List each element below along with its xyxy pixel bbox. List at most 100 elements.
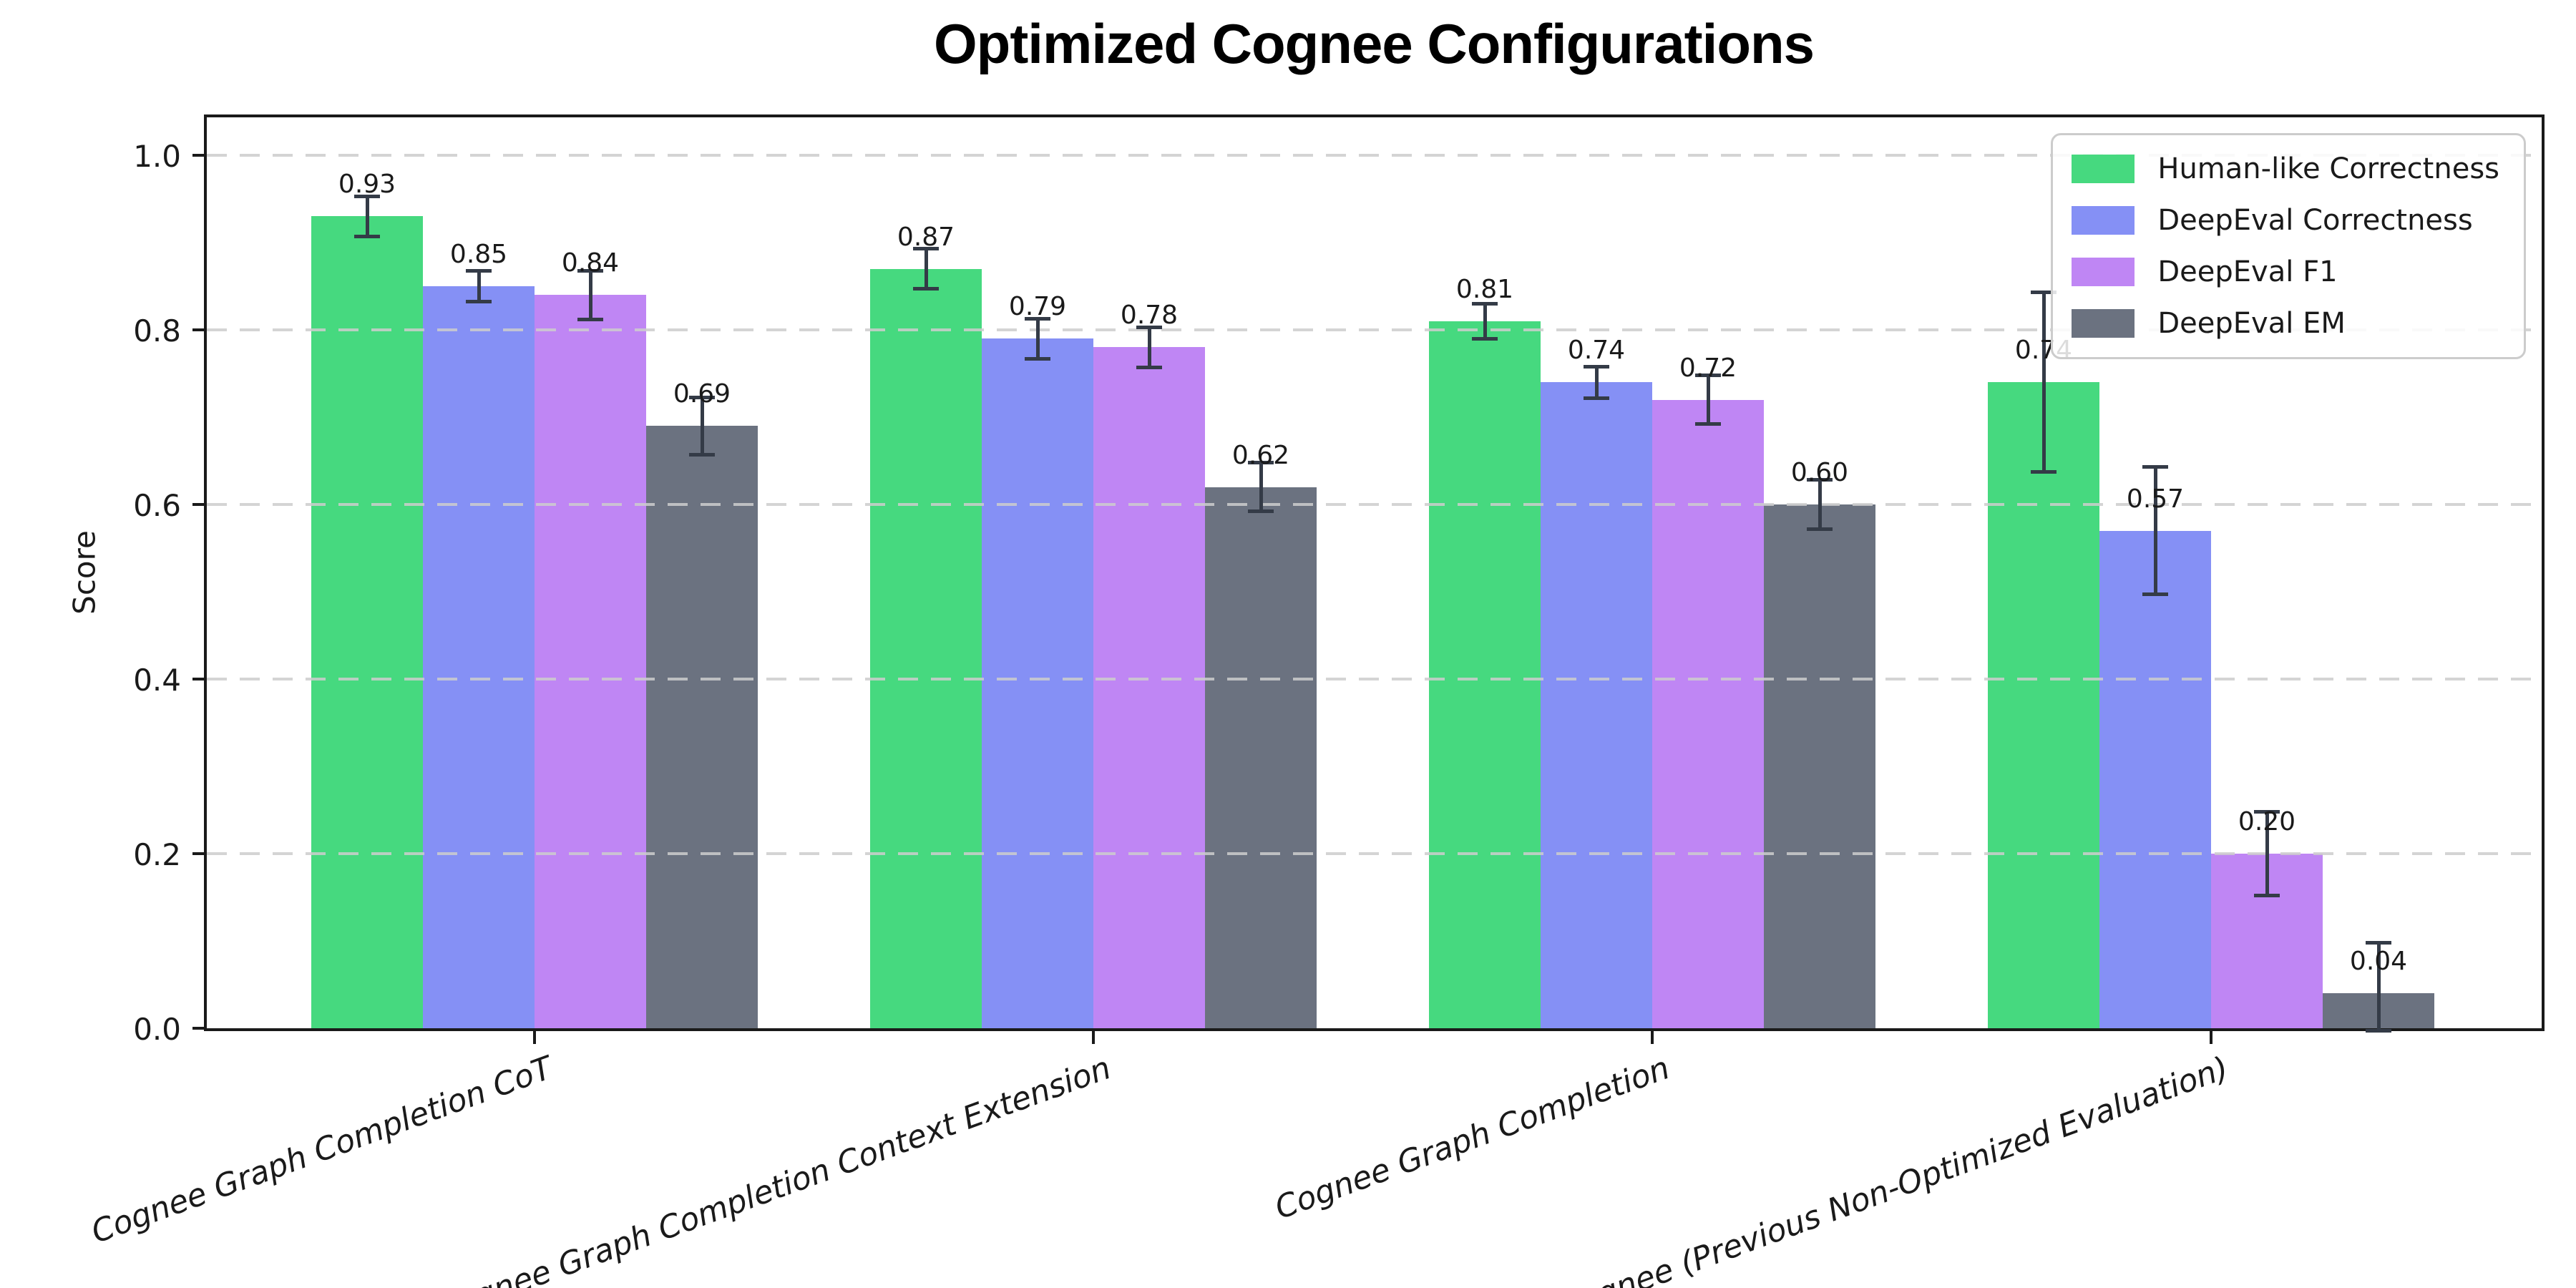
error-bar <box>1025 316 1050 361</box>
error-bar-line <box>2153 465 2157 597</box>
legend-swatch <box>2072 206 2135 235</box>
error-bar <box>354 194 380 238</box>
error-bar-cap-top <box>2366 941 2391 945</box>
error-bar-line <box>1035 316 1040 361</box>
bar <box>1093 347 1205 1028</box>
error-bar <box>577 268 603 321</box>
error-bar-cap-top <box>2031 291 2057 295</box>
error-bar-line <box>477 268 481 304</box>
legend-label: Human-like Correctness <box>2157 152 2499 185</box>
bar-value-label: 0.84 <box>561 248 620 278</box>
bar <box>646 426 758 1028</box>
bar-group <box>311 216 758 1028</box>
error-bar-cap-top <box>354 194 380 198</box>
bar <box>870 268 982 1028</box>
bar <box>423 286 535 1028</box>
legend: Human-like Correctness DeepEval Correctne… <box>2051 133 2526 359</box>
error-bar-line <box>924 247 928 291</box>
error-bar <box>2142 465 2168 597</box>
bar-value-label: 0.74 <box>1567 336 1626 366</box>
y-axis-label: Score <box>67 530 102 615</box>
bar <box>1541 382 1652 1028</box>
error-bar <box>1472 301 1498 341</box>
y-tick <box>192 678 204 680</box>
error-bar-line <box>1706 374 1710 426</box>
bar-value-label: 0.79 <box>1008 292 1067 322</box>
x-tick <box>2210 1031 2212 1044</box>
error-bar-cap-bottom <box>1807 527 1833 531</box>
error-bar-cap-bottom <box>1472 336 1498 341</box>
error-bar <box>466 268 492 304</box>
bar-value-label: 0.78 <box>1120 301 1179 331</box>
bar <box>1205 487 1317 1028</box>
legend-swatch <box>2072 309 2135 338</box>
error-bar-line <box>1594 364 1599 400</box>
error-bar-cap-top <box>2254 810 2280 814</box>
x-tick-label: Cognee Graph Completion CoT <box>87 1050 557 1251</box>
error-bar-cap-bottom <box>1584 396 1609 400</box>
bar-value-label: 0.60 <box>1790 458 1849 487</box>
y-tick-label: 0.6 <box>133 488 181 523</box>
error-bar-line <box>2041 291 2046 474</box>
error-bar-cap-bottom <box>354 234 380 238</box>
error-bar-cap-bottom <box>1695 422 1721 426</box>
error-bar-cap-top <box>1584 364 1609 369</box>
error-bar-cap-top <box>1025 316 1050 321</box>
error-bar <box>2366 941 2391 1033</box>
bar <box>1652 399 1764 1028</box>
y-tick-label: 0.4 <box>133 663 181 698</box>
error-bar-cap-top <box>1248 461 1274 465</box>
bar-group <box>1429 321 1875 1028</box>
error-bar-cap-top <box>1472 301 1498 306</box>
bar-value-label: 0.72 <box>1679 353 1737 383</box>
legend-item: DeepEval F1 <box>2072 255 2499 288</box>
error-bar-cap-top <box>466 268 492 273</box>
error-bar-line <box>588 268 592 321</box>
x-tick-label: Cognee Graph Completion <box>1270 1050 1675 1227</box>
y-tick-label: 1.0 <box>133 139 181 174</box>
legend-swatch <box>2072 258 2135 286</box>
error-bar-line <box>365 194 369 238</box>
error-bar-cap-top <box>913 247 939 251</box>
bar <box>1988 382 2099 1028</box>
error-bar <box>1584 364 1609 400</box>
error-bar-cap-bottom <box>1248 509 1274 514</box>
error-bar <box>689 395 715 457</box>
x-tick <box>1092 1031 1095 1044</box>
legend-label: DeepEval Correctness <box>2157 204 2473 237</box>
bar-value-label: 0.20 <box>2238 807 2296 836</box>
error-bar-line <box>2376 941 2381 1033</box>
bar <box>311 216 423 1028</box>
legend-swatch <box>2072 155 2135 183</box>
error-bar-cap-bottom <box>2254 894 2280 897</box>
x-tick <box>1651 1031 1654 1044</box>
bar-group <box>870 268 1317 1028</box>
error-bar-line <box>1483 301 1487 341</box>
bar-value-label: 0.62 <box>1231 440 1290 470</box>
error-bar <box>2031 291 2057 474</box>
error-bar-line <box>1147 325 1151 369</box>
bar <box>1429 321 1541 1028</box>
error-bar-cap-top <box>2142 465 2168 469</box>
y-tick <box>192 328 204 331</box>
bar-value-label: 0.57 <box>2126 484 2185 514</box>
error-bar <box>913 247 939 291</box>
y-tick-label: 0.8 <box>133 313 181 348</box>
error-bar-cap-bottom <box>2142 592 2168 597</box>
y-tick-label: 0.2 <box>133 837 181 872</box>
error-bar-cap-bottom <box>1136 365 1162 369</box>
error-bar-cap-top <box>1136 325 1162 329</box>
legend-item: DeepEval EM <box>2072 307 2499 340</box>
x-tick <box>533 1031 536 1044</box>
y-tick <box>192 503 204 506</box>
bar-value-label: 0.87 <box>897 222 955 252</box>
legend-label: DeepEval F1 <box>2157 255 2338 288</box>
plot-area: 0.0 0.2 0.4 0.6 0.8 1.0 Cognee Graph Completio… <box>87 114 2545 1288</box>
error-bar-line <box>1259 461 1263 514</box>
error-bar-cap-bottom <box>913 287 939 291</box>
bar-value-label: 0.81 <box>1455 274 1514 304</box>
error-bar-cap-bottom <box>2366 1029 2391 1033</box>
bar-value-label: 0.85 <box>449 240 508 269</box>
error-bar-line <box>700 395 704 457</box>
